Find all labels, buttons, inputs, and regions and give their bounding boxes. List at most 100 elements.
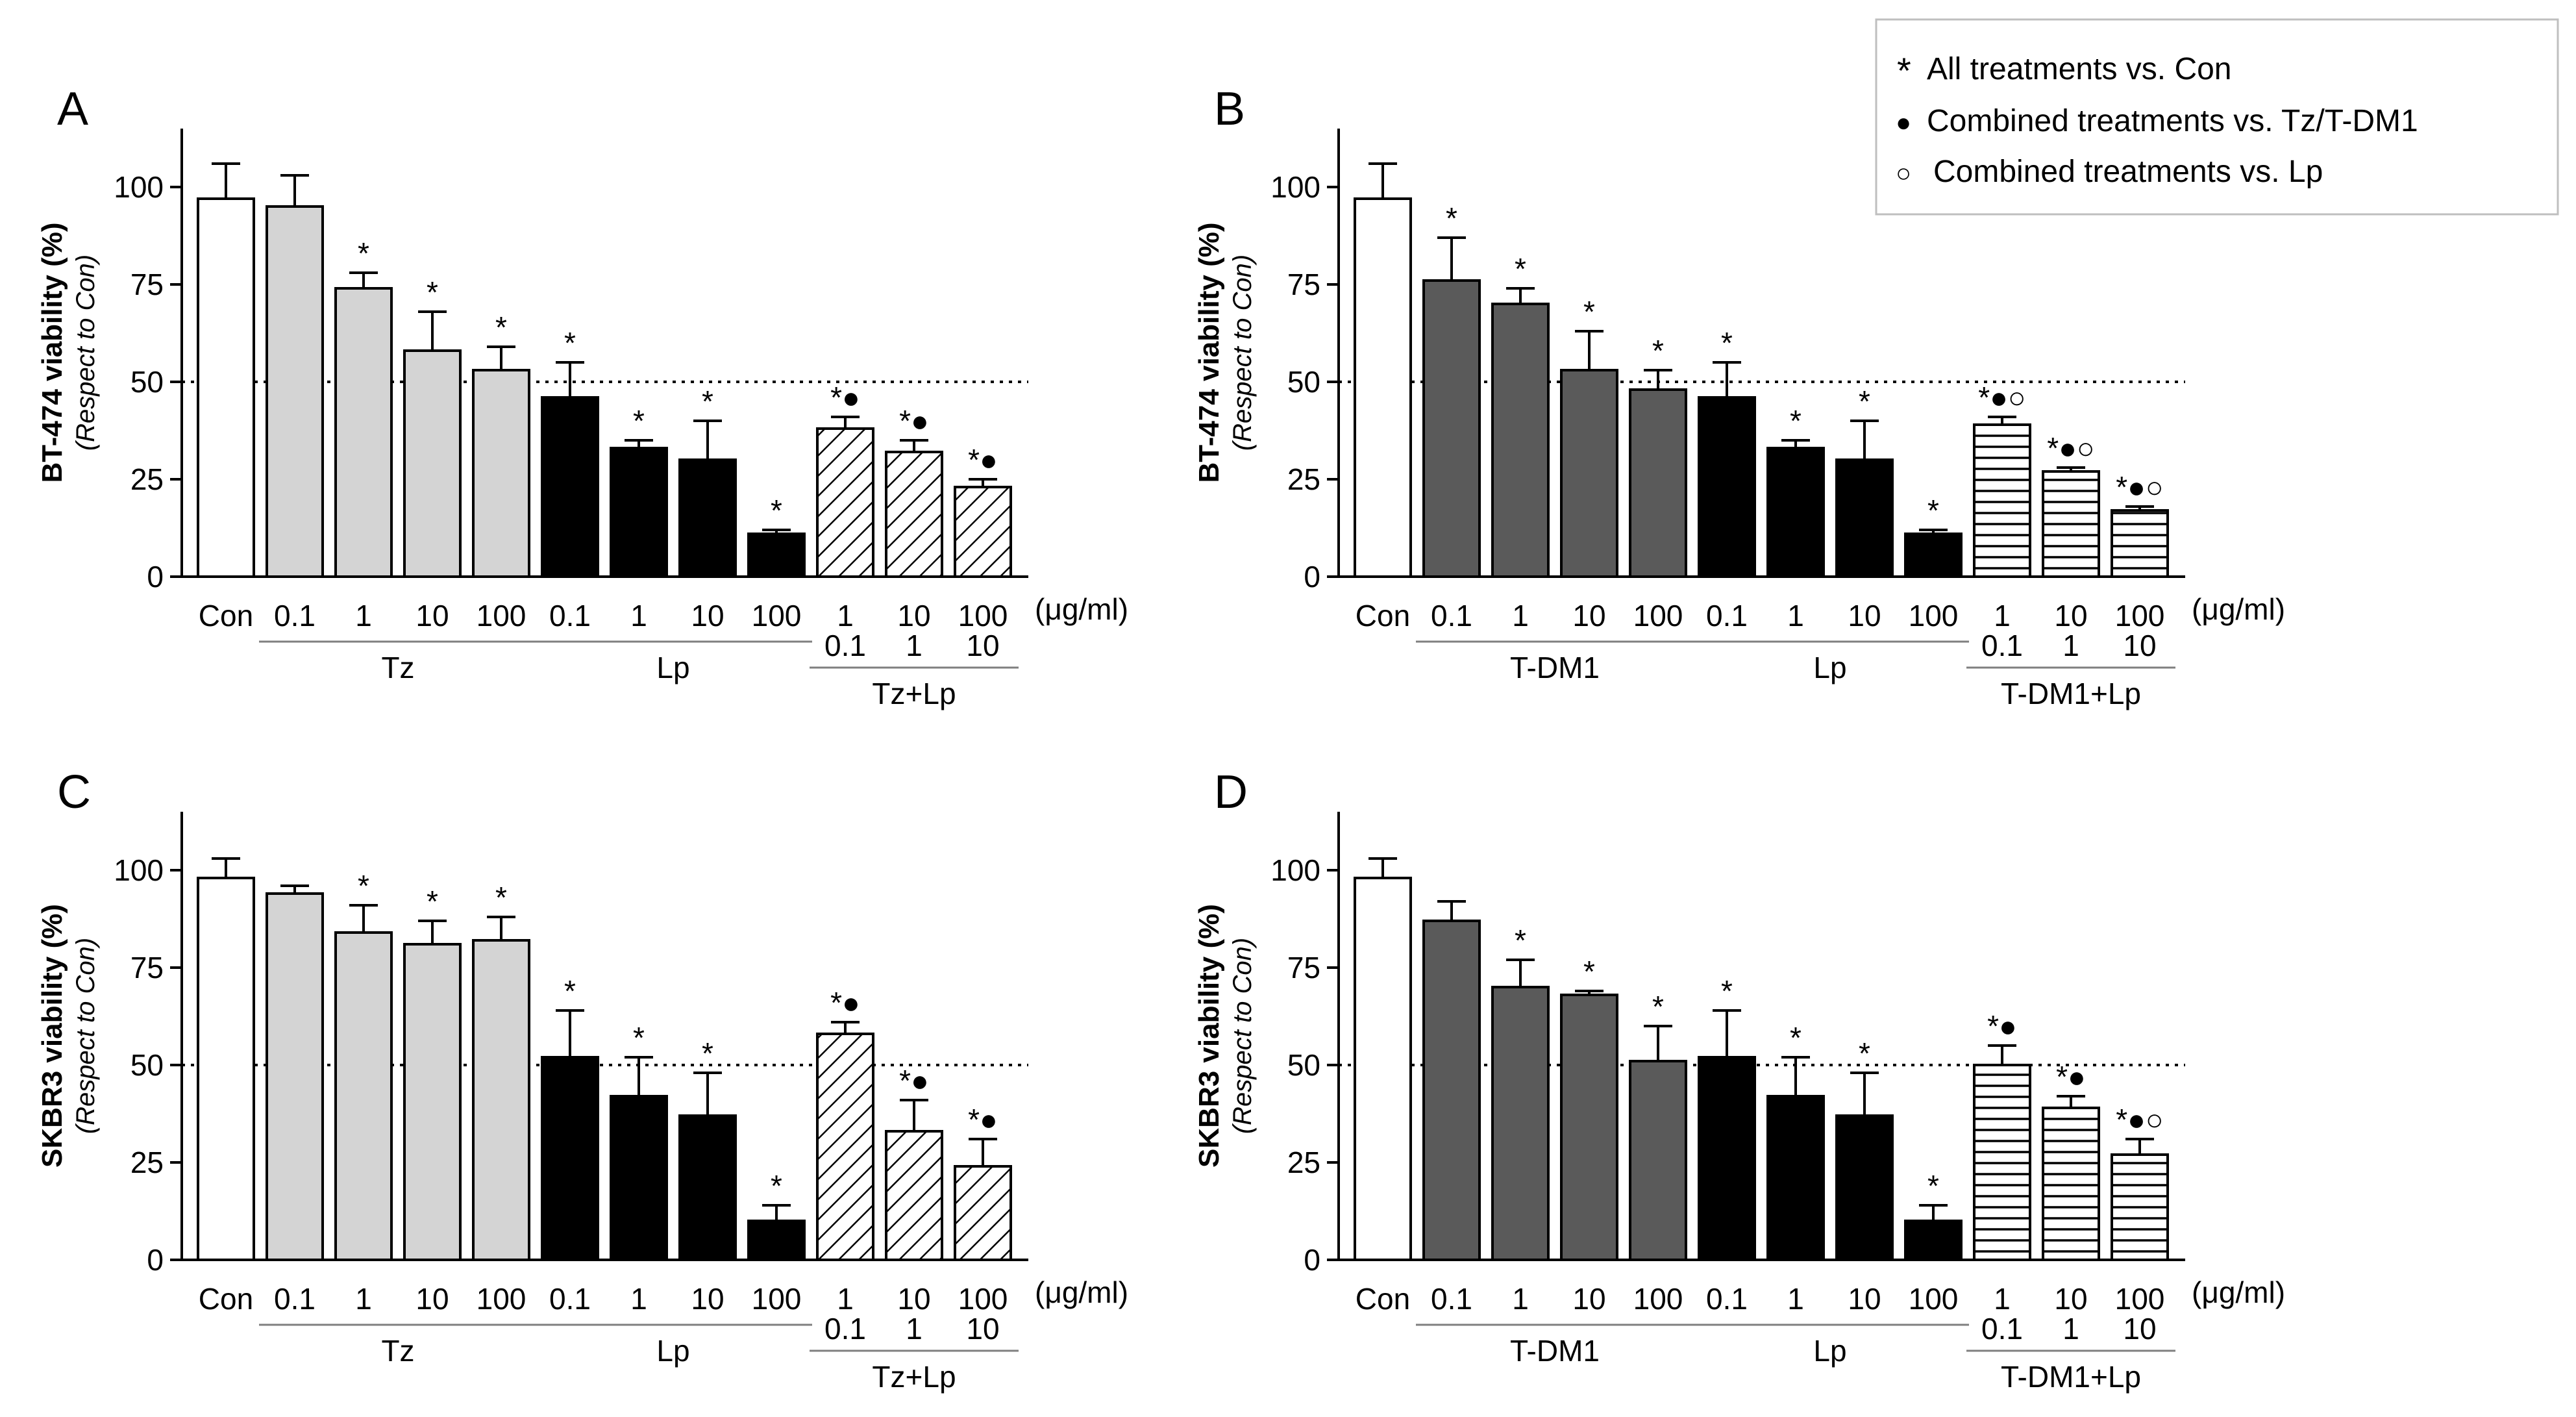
significance-mark: *●○ xyxy=(2116,1103,2163,1136)
significance-mark: *● xyxy=(830,986,860,1020)
x-tick-label: 10 xyxy=(2054,1282,2087,1316)
x-tick-sublabel: 10 xyxy=(966,629,999,662)
bar-group: Con xyxy=(197,162,255,633)
x-tick-label: 1 xyxy=(355,1282,372,1316)
significance-mark: *●○ xyxy=(2116,470,2163,504)
bar-group: *1 xyxy=(334,869,393,1316)
x-tick-sublabel: 0.1 xyxy=(824,629,866,662)
x-tick-label: 1 xyxy=(1512,1282,1529,1316)
x-tick-sublabel: 10 xyxy=(966,1312,999,1346)
bar xyxy=(2111,509,2169,578)
group-label: T-DM1 xyxy=(1510,1334,1600,1368)
bar xyxy=(1629,1060,1687,1261)
bar xyxy=(1560,369,1618,578)
bar-group: * 100 xyxy=(472,881,530,1316)
bar xyxy=(1354,197,1412,578)
bar xyxy=(197,197,255,578)
group-label: T-DM1+Lp xyxy=(2001,1360,2141,1394)
bar-group: * 100 xyxy=(747,1169,806,1316)
x-tick-label: 1 xyxy=(1994,1282,2011,1316)
bar-group: *1 xyxy=(1491,252,1550,633)
x-tick-label: Con xyxy=(1356,1282,1410,1316)
significance-mark: * xyxy=(1721,974,1733,1008)
x-tick-label: 10 xyxy=(1572,599,1605,633)
x-tick-label: Con xyxy=(1356,599,1410,633)
y-tick-label: 75 xyxy=(130,951,164,984)
x-tick-sublabel: 1 xyxy=(906,629,923,662)
significance-mark: * xyxy=(771,494,782,527)
x-tick-label: 100 xyxy=(958,1282,1008,1316)
bar xyxy=(472,939,530,1261)
significance-mark: * xyxy=(1515,923,1526,957)
bar-group: *1 xyxy=(610,1021,668,1316)
significance-mark: * xyxy=(702,1036,713,1070)
x-tick-sublabel: 10 xyxy=(2123,629,2156,662)
significance-mark: * xyxy=(1790,404,1802,438)
bar xyxy=(1973,1064,2031,1261)
significance-mark: * xyxy=(1515,252,1526,286)
panel-c: C SKBR3 viability (%) (Respect to Con) 0 25 5… xyxy=(36,766,1128,1394)
group-label: T-DM1+Lp xyxy=(2001,677,2141,710)
group-label: Lp xyxy=(1813,1334,1846,1368)
group-label: Tz xyxy=(381,651,414,684)
x-tick-label: 1 xyxy=(1787,599,1804,633)
bar xyxy=(403,349,462,578)
legend-label-combined-vs-tz: Combined treatments vs. Tz/T-DM1 xyxy=(1927,104,2418,138)
y-axis-sublabel: (Respect to Con) xyxy=(71,255,100,451)
bar xyxy=(885,1130,943,1261)
y-tick-label: 0 xyxy=(1304,560,1320,594)
bar xyxy=(1904,1220,1963,1261)
x-tick-label: 100 xyxy=(752,1282,802,1316)
bar-group: * 100 xyxy=(1629,334,1687,633)
x-tick-label: Con xyxy=(199,1282,253,1316)
bar-group: * 100 xyxy=(472,310,530,633)
significance-mark: * xyxy=(1927,494,1939,527)
bar-group: *● 10.1 xyxy=(816,381,874,662)
y-tick-label: 25 xyxy=(1287,1146,1320,1179)
significance-mark: * xyxy=(702,384,713,418)
x-tick-label: 100 xyxy=(2115,599,2165,633)
y-tick-label: 0 xyxy=(1304,1243,1320,1277)
y-axis-label: BT-474 viability (%) xyxy=(1193,222,1225,483)
y-tick-label: 50 xyxy=(1287,1048,1320,1082)
bar xyxy=(1629,388,1687,578)
x-tick-sublabel: 0.1 xyxy=(824,1312,866,1346)
x-tick-label: Con xyxy=(199,599,253,633)
significance-mark: * xyxy=(427,275,438,309)
x-tick-label: 0.1 xyxy=(549,599,591,633)
x-tick-label: 0.1 xyxy=(549,1282,591,1316)
y-axis-label: SKBR3 viability (%) xyxy=(36,904,68,1168)
bar xyxy=(197,877,255,1261)
bar xyxy=(610,447,668,578)
significance-mark: * xyxy=(1652,334,1664,368)
bar-group: * 0.1 xyxy=(1422,201,1481,633)
x-tick-label: 10 xyxy=(415,1282,449,1316)
group-label: T-DM1 xyxy=(1510,651,1600,684)
x-tick-sublabel: 1 xyxy=(2062,1312,2079,1346)
bar-group: * 10 xyxy=(1835,384,1894,633)
panel-b: B BT-474 viability (%) (Respect to Con) 0 25… xyxy=(1193,83,2285,710)
bar-group: 0.1 xyxy=(266,884,324,1316)
x-tick-label: 1 xyxy=(1512,599,1529,633)
bar-group: * 100 xyxy=(1629,990,1687,1316)
panel-letter: A xyxy=(57,83,88,135)
x-tick-label: 100 xyxy=(2115,1282,2165,1316)
significance-mark: *● xyxy=(968,1103,998,1136)
x-tick-label: 10 xyxy=(1572,1282,1605,1316)
panel-d: D SKBR3 viability (%) (Respect to Con) 0 25 5… xyxy=(1193,766,2285,1394)
bar xyxy=(1422,920,1481,1261)
bar xyxy=(334,287,393,578)
bar-group: * 10 xyxy=(403,275,462,633)
y-tick-label: 100 xyxy=(114,170,164,204)
x-tick-label: 100 xyxy=(1633,599,1683,633)
legend-symbol-filled-dot: ● xyxy=(1896,108,1911,137)
significance-mark: * xyxy=(1583,295,1595,329)
x-tick-sublabel: 1 xyxy=(906,1312,923,1346)
bar xyxy=(1354,877,1412,1261)
bar xyxy=(2042,1107,2100,1261)
legend-item-combined-vs-tz: ● Combined treatments vs. Tz/T-DM1 xyxy=(1896,104,2418,138)
bar-group: Con xyxy=(1354,162,1412,633)
bar xyxy=(885,451,943,578)
bar-group: Con xyxy=(197,857,255,1316)
